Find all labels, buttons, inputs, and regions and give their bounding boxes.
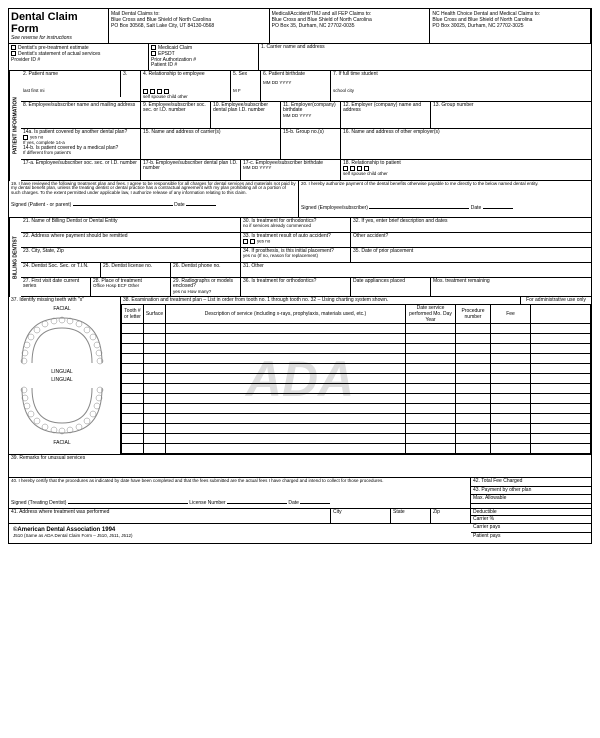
field-35[interactable]: 35. Date of prior placement (351, 248, 591, 262)
dentist-checks: Dentist's pre-treatment estimate Dentist… (9, 44, 149, 70)
date-appliances[interactable]: Date appliances placed (351, 278, 431, 296)
form-subtitle: See reverse for instructions (11, 35, 106, 41)
field-31[interactable]: 31. Other (241, 263, 591, 277)
billing-section: BILLING DENTIST 21. Name of Billing Dent… (9, 218, 591, 297)
mos-remaining[interactable]: Mos. treatment remaining (431, 278, 591, 296)
field-8[interactable]: 8. Employee/subscriber name and mailing … (21, 102, 141, 128)
field-6[interactable]: 6. Patient birthdateMM DD YYYY (261, 71, 331, 101)
field-41[interactable]: 41. Address where treatment was performe… (9, 509, 331, 523)
field-19[interactable]: 19. I have reviewed the following treatm… (9, 181, 299, 217)
field-9[interactable]: 9. Employee/subscriber soc. sec. or I.D.… (141, 102, 211, 128)
field-14[interactable]: 14a. Is patient covered by another denta… (21, 129, 141, 159)
field-23[interactable]: 23. City, State, Zip (21, 248, 241, 262)
field-18[interactable]: 18. Relationship to patientself spouse c… (341, 160, 591, 180)
checkbox-row: Dentist's pre-treatment estimate Dentist… (9, 44, 591, 71)
fee-summary: 42. Total Fee Charged 43. Payment by oth… (471, 478, 591, 507)
patient-section: PATIENT INFORMATION 2. Patient namelast … (9, 71, 591, 181)
treatment-table[interactable]: Tooth # or letter Surface Description of… (121, 304, 591, 454)
table-row[interactable] (122, 364, 591, 374)
field-34[interactable]: 34. If prosthesis, is this initial place… (241, 248, 351, 262)
auth-row: 19. I have reviewed the following treatm… (9, 181, 591, 218)
tooth-chart: FACIAL LINGUAL LINGUAL (9, 304, 121, 454)
table-row[interactable] (122, 424, 591, 434)
admin-use: For administrative use only (521, 297, 591, 305)
field-7[interactable]: 7. If full time studentschool city (331, 71, 591, 101)
field-17c[interactable]: 17-c. Employee/subscriber birthdateMM DD… (241, 160, 341, 180)
table-row[interactable] (122, 374, 591, 384)
table-row[interactable] (122, 394, 591, 404)
field-3[interactable]: 3. (121, 71, 141, 101)
billing-section-label: BILLING DENTIST (9, 218, 21, 297)
field-2[interactable]: 2. Patient namelast first mi (21, 71, 121, 97)
field-40: 40. I hereby certify that the procedures… (11, 479, 468, 484)
field-37: 37. Identify missing teeth with "x" (9, 297, 121, 305)
field-27[interactable]: 27. First visit date current series (21, 278, 91, 296)
upper-arch-icon (12, 313, 112, 368)
field-32[interactable]: 32. If yes, enter brief description and … (351, 218, 591, 232)
field-12[interactable]: 12. Employer (company) name and address (341, 102, 431, 128)
address-2: Medical/Accident/TMJ and all FEP Claims … (270, 9, 431, 43)
field-15b[interactable]: 15-b. Group no.(s) (281, 129, 341, 159)
field-33[interactable]: 33. Is treatment result of auto accident… (241, 233, 351, 247)
field-17b[interactable]: 17-b. Employee/subscriber dental plan I.… (141, 160, 241, 180)
field-16[interactable]: 16. Name and address of other employer(s… (341, 129, 591, 159)
table-row[interactable] (122, 334, 591, 344)
field-36[interactable]: 36. Is treatment for orthodontics? (241, 278, 351, 296)
field-29[interactable]: 29. Radiographs or models enclosed?yes n… (171, 278, 241, 296)
field-15[interactable]: 15. Name and address of carrier(s) (141, 129, 281, 159)
field-28[interactable]: 28. Place of treatmentOffice Hosp ECF Ot… (91, 278, 171, 296)
field-26[interactable]: 26. Dentist phone no. (171, 263, 241, 277)
table-row[interactable] (122, 324, 591, 334)
address-3: NC Health Choice Dental and Medical Clai… (430, 9, 591, 43)
field-4[interactable]: 4. Relationship to employeeself spouse c… (141, 71, 231, 101)
field-33b[interactable]: Other accident? (351, 233, 591, 247)
table-row[interactable] (122, 344, 591, 354)
lower-arch-icon (12, 383, 112, 438)
bottom-section: 40. I hereby certify that the procedures… (9, 478, 591, 508)
title-box: Dental Claim Form See reverse for instru… (9, 9, 109, 43)
field-5[interactable]: 5. SexM F (231, 71, 261, 101)
pretreat-checkbox[interactable] (11, 45, 16, 50)
field-11[interactable]: 11. Employer(company) birthdateMM DD YYY… (281, 102, 341, 128)
field-30[interactable]: 30. Is treatment for orthodontics?no if … (241, 218, 351, 232)
treatment-header-row: 37. Identify missing teeth with "x" 38. … (9, 297, 591, 305)
field-20[interactable]: 20. I hereby authorize payment of the de… (299, 181, 591, 217)
copyright: ©American Dental Association 1994 J510 (… (11, 525, 469, 542)
form-title: Dental Claim Form (11, 11, 106, 35)
form-header: Dental Claim Form See reverse for instru… (9, 9, 591, 44)
patient-section-label: PATIENT INFORMATION (9, 71, 21, 181)
field-39[interactable]: 39. Remarks for unusual services (9, 455, 591, 477)
field-17a[interactable]: 17-a. Employee/subscriber soc. sec. or I… (21, 160, 141, 180)
treatment-section: ADA FACIAL LINGUAL LINGUAL (9, 304, 591, 455)
field-22[interactable]: 22. Address where payment should be remi… (21, 233, 241, 247)
medicaid-checkbox[interactable] (151, 45, 156, 50)
table-row[interactable] (122, 354, 591, 364)
treatment-table-wrap: Tooth # or letter Surface Description of… (121, 304, 591, 454)
epsdt-checkbox[interactable] (151, 51, 156, 56)
table-row[interactable] (122, 444, 591, 454)
address-1: Mail Dental Claims to: Blue Cross and Bl… (109, 9, 270, 43)
field-25[interactable]: 25. Dentist license no. (101, 263, 171, 277)
table-row[interactable] (122, 404, 591, 414)
table-row[interactable] (122, 414, 591, 424)
statement-checkbox[interactable] (11, 51, 16, 56)
table-row[interactable] (122, 384, 591, 394)
field-38: 38. Examination and treatment plan – Lis… (121, 297, 521, 305)
dental-claim-form: Dental Claim Form See reverse for instru… (8, 8, 592, 544)
table-row[interactable] (122, 434, 591, 444)
medicaid-checks: Medicaid Claim EPSDT Prior Authorization… (149, 44, 259, 70)
field-21[interactable]: 21. Name of Billing Dentist or Dental En… (21, 218, 241, 232)
field-24[interactable]: 24. Dentist Soc. Sec. or T.I.N. (21, 263, 101, 277)
field-13[interactable]: 13. Group number (431, 102, 591, 128)
field-10[interactable]: 10. Employee/subscriber dental plan I.D.… (211, 102, 281, 128)
carrier-name-field[interactable]: 1. Carrier name and address (259, 44, 591, 70)
